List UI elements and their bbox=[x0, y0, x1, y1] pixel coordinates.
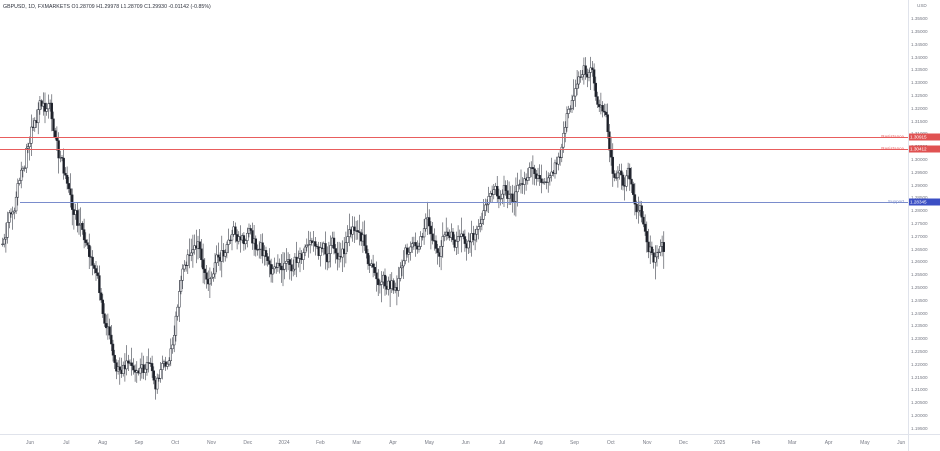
support-1-price-badge[interactable]: 1.28345 bbox=[909, 198, 940, 206]
price-tick-label: 1.26500 bbox=[911, 246, 928, 252]
price-tick-label: 1.24500 bbox=[911, 297, 928, 303]
resistance-2-line[interactable] bbox=[0, 149, 908, 151]
time-tick-label: Feb bbox=[316, 440, 325, 446]
resistance-1-label: Resistance bbox=[881, 133, 904, 139]
price-tick-label: 1.34000 bbox=[911, 54, 928, 60]
price-tick-label: 1.32000 bbox=[911, 105, 928, 111]
price-tick-label: 1.28500 bbox=[911, 195, 928, 201]
price-tick-label: 1.25000 bbox=[911, 285, 928, 291]
time-tick-label: Mar bbox=[787, 440, 797, 446]
candlestick-series bbox=[1, 56, 665, 400]
time-tick-label: Dec bbox=[678, 440, 688, 446]
price-tick-label: 1.22500 bbox=[911, 349, 928, 355]
price-tick-label: 1.20500 bbox=[911, 400, 928, 406]
time-tick-label: Oct bbox=[606, 440, 615, 446]
time-tick-label: Jul bbox=[63, 440, 70, 446]
price-tick-label: 1.27500 bbox=[911, 221, 928, 226]
price-tick-label: 1.33500 bbox=[911, 67, 928, 73]
time-tick-label: Apr bbox=[824, 440, 833, 446]
axis-separator bbox=[908, 435, 909, 451]
time-tick-label: Feb bbox=[751, 440, 761, 446]
time-tick-label: Dec bbox=[243, 440, 253, 446]
time-tick-label: Apr bbox=[389, 440, 397, 446]
price-tick-label: 1.29000 bbox=[911, 182, 928, 188]
price-tick-label: 1.22000 bbox=[911, 361, 928, 367]
time-tick-label: 2024 bbox=[278, 440, 290, 446]
support-1-line[interactable] bbox=[20, 202, 908, 204]
price-tick-label: 1.20000 bbox=[911, 413, 928, 419]
price-tick-label: 1.26000 bbox=[911, 259, 928, 265]
time-tick-label: Sep bbox=[134, 440, 144, 446]
price-tick-label: 1.34500 bbox=[911, 41, 928, 47]
price-tick-label: 1.28000 bbox=[911, 208, 928, 214]
support-1-label: Support bbox=[887, 199, 904, 205]
time-tick-label: Jun bbox=[25, 440, 35, 446]
price-tick-label: 1.19500 bbox=[911, 425, 928, 431]
price-tick-label: 1.23000 bbox=[911, 336, 928, 342]
price-tick-label: 1.21000 bbox=[911, 387, 928, 393]
resistance-1-line[interactable] bbox=[0, 136, 908, 138]
price-tick-label: 1.32500 bbox=[911, 92, 928, 98]
plot-area[interactable]: Resistance Resistance Support bbox=[0, 14, 908, 434]
price-tick-label: 1.21500 bbox=[911, 374, 928, 380]
time-tick-label: Jun bbox=[461, 440, 470, 446]
price-tick-label: 1.23500 bbox=[911, 323, 928, 329]
time-tick-label: Nov bbox=[642, 440, 652, 446]
time-tick-label: May bbox=[424, 440, 435, 446]
price-tick-label: 1.31500 bbox=[911, 118, 928, 124]
chart-legend[interactable]: GBPUSD, 1D, FXMARKETS O1.28709 H1.29978 … bbox=[3, 3, 211, 11]
time-tick-label: Aug bbox=[533, 440, 543, 446]
time-tick-label: 2025 bbox=[714, 440, 726, 446]
time-tick-label: Jun bbox=[897, 440, 906, 446]
time-tick-label: May bbox=[860, 440, 870, 446]
price-tick-label: 1.35500 bbox=[911, 16, 928, 22]
price-tick-label: 1.29500 bbox=[911, 169, 928, 175]
resistance-2-price-badge[interactable]: 1.30412 bbox=[909, 145, 940, 153]
price-tick-label: 1.25500 bbox=[911, 272, 928, 278]
price-tick-label: 1.33000 bbox=[911, 80, 928, 86]
price-tick-label: 1.35000 bbox=[911, 28, 928, 34]
time-tick-label: Sep bbox=[570, 440, 579, 446]
time-axis[interactable]: Jun Jul Aug Sep Oct Nov Dec 2024 Feb Mar Apr May Jun… bbox=[0, 434, 940, 451]
time-tick-label: Jul bbox=[498, 440, 506, 446]
time-tick-label: Mar bbox=[352, 440, 361, 446]
resistance-1-price-badge[interactable]: 1.30915 bbox=[909, 133, 940, 141]
time-tick-label: Oct bbox=[171, 440, 180, 446]
price-tick-label: 1.24000 bbox=[911, 310, 928, 316]
currency-unit-label: USD bbox=[917, 3, 927, 8]
price-axis[interactable]: USD 1.35500 1.35000 1.34500 1.34000 1.33500 1… bbox=[908, 0, 940, 434]
price-tick-label: 1.27000 bbox=[911, 233, 928, 239]
price-tick-label: 1.30000 bbox=[911, 156, 928, 162]
time-tick-label: Nov bbox=[207, 440, 216, 446]
time-tick-label: Aug bbox=[98, 440, 108, 446]
resistance-2-label: Resistance bbox=[881, 146, 904, 152]
legend-text: GBPUSD, 1D, FXMARKETS O1.28709 H1.29978 … bbox=[3, 4, 211, 10]
